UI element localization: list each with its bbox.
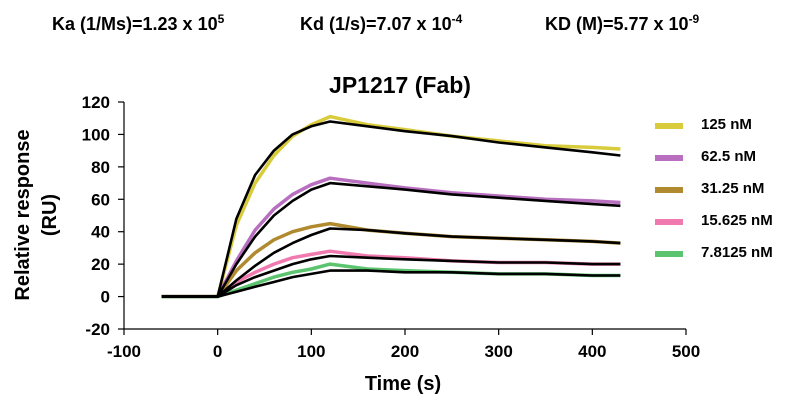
x-axis-label: Time (s) (365, 373, 441, 395)
x-tick-label: -100 (107, 342, 141, 361)
legend-swatch (655, 251, 683, 257)
fit-line (161, 120, 621, 298)
chart-title: JP1217 (Fab) (329, 72, 471, 98)
fit-line (161, 269, 621, 298)
y-axis-label-line2: (RU) (39, 194, 61, 236)
y-tick-label: 60 (91, 190, 110, 209)
observed-line (161, 114, 621, 299)
x-tick-label: 200 (391, 342, 419, 361)
x-tick-label: 400 (578, 342, 606, 361)
legend-swatch (655, 187, 683, 193)
x-tick-label: 500 (672, 342, 700, 361)
y-tick-label: 80 (91, 158, 110, 177)
kinetics-header: Ka (1/Ms)=1.23 x 105 Kd (1/s)=7.07 x 10-… (0, 12, 801, 44)
y-tick-label: 120 (82, 93, 110, 112)
fit-line (161, 227, 621, 298)
legend-label: 31.25 nM (701, 180, 765, 197)
legend-swatch (655, 123, 683, 129)
x-axis: -100 0 100 200 300 400 500 (107, 328, 700, 361)
y-axis: -20 0 20 40 60 80 100 120 (82, 93, 125, 339)
y-axis-label-line1: Relative response (12, 129, 34, 300)
legend-label: 7.8125 nM (701, 244, 773, 261)
y-tick-label: 0 (101, 288, 110, 307)
kD-value: KD (M)=5.77 x 10-9 (545, 12, 700, 34)
y-tick-label: -20 (85, 320, 110, 339)
legend-swatch (655, 155, 683, 161)
x-tick-label: 0 (213, 342, 222, 361)
y-tick-label: 100 (82, 125, 110, 144)
legend-label: 62.5 nM (701, 148, 757, 165)
fit-line (161, 254, 621, 298)
ka-value: Ka (1/Ms)=1.23 x 105 (52, 12, 225, 34)
observed-line (161, 176, 621, 299)
legend-label: 15.625 nM (701, 212, 773, 229)
x-tick-label: 300 (484, 342, 512, 361)
legend-swatch (655, 219, 683, 225)
kd-value: Kd (1/s)=7.07 x 10-4 (300, 12, 463, 34)
series-lines (161, 114, 621, 299)
fit-line (161, 181, 621, 298)
legend-label: 125 nM (701, 116, 752, 133)
y-tick-label: 40 (91, 223, 110, 242)
x-tick-label: 100 (297, 342, 325, 361)
y-tick-label: 20 (91, 255, 110, 274)
